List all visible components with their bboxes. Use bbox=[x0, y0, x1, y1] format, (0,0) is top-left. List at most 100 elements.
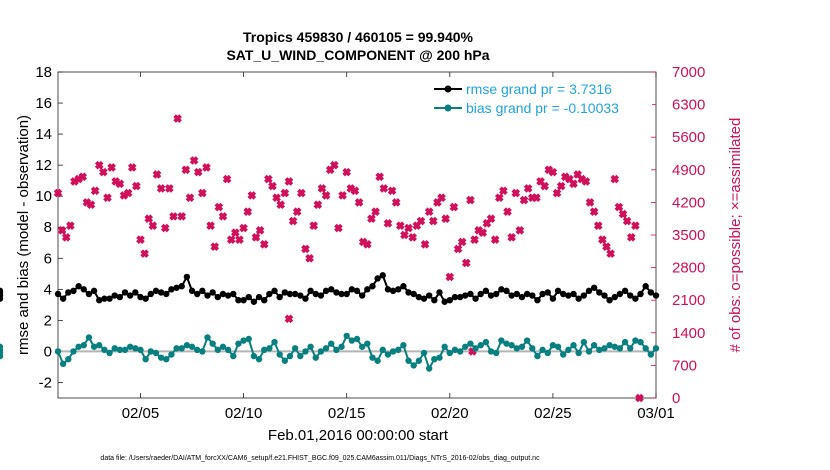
bias-point bbox=[266, 345, 273, 352]
bias-point bbox=[410, 362, 417, 369]
bias-point bbox=[333, 346, 340, 354]
bias-point bbox=[560, 351, 567, 358]
rmse-point bbox=[523, 290, 531, 298]
bias-point bbox=[554, 343, 562, 350]
rmse-point bbox=[312, 290, 319, 298]
obs-assimilated-marker bbox=[140, 249, 149, 258]
rmse-point bbox=[0, 287, 4, 295]
rmse-point bbox=[632, 295, 639, 302]
obs-assimilated-marker bbox=[408, 233, 417, 242]
rmse-point bbox=[163, 290, 170, 298]
rmse-point bbox=[544, 289, 551, 296]
obs-assimilated-marker bbox=[173, 114, 182, 123]
bias-point bbox=[173, 345, 180, 352]
obs-assimilated-marker bbox=[622, 216, 632, 226]
y-left-tick-label: 2 bbox=[44, 312, 52, 329]
bias-point bbox=[209, 340, 216, 347]
bias-point bbox=[328, 340, 335, 347]
rmse-point bbox=[379, 272, 386, 279]
rmse-point bbox=[451, 293, 459, 301]
obs-assimilated-marker bbox=[598, 235, 607, 244]
bias-point bbox=[157, 354, 165, 361]
y-right-tick-label: 7000 bbox=[672, 64, 705, 81]
obs-assimilated-marker bbox=[193, 167, 203, 177]
bias-point bbox=[400, 342, 407, 349]
bias-point bbox=[96, 342, 103, 349]
bias-point bbox=[163, 355, 170, 363]
bias-point bbox=[358, 343, 366, 350]
obs-assimilated-marker bbox=[626, 233, 636, 242]
obs-assimilated-marker bbox=[519, 195, 529, 205]
bias-point bbox=[219, 343, 227, 350]
bias-point bbox=[405, 357, 412, 364]
obs-assimilated-marker bbox=[321, 191, 331, 200]
obs-assimilated-marker bbox=[416, 216, 426, 226]
rmse-point bbox=[54, 290, 62, 298]
obs-assimilated-marker bbox=[371, 207, 380, 217]
rmse-point bbox=[513, 290, 521, 298]
rmse-point bbox=[132, 289, 139, 296]
obs-assimilated-marker bbox=[457, 237, 467, 247]
y-right-tick-label: 6300 bbox=[672, 97, 705, 114]
obs-assimilated-marker bbox=[305, 253, 314, 263]
bias-point bbox=[627, 345, 634, 352]
rmse-point bbox=[183, 273, 191, 281]
bias-series bbox=[0, 332, 660, 372]
obs-assimilated-marker bbox=[169, 212, 178, 221]
rmse-point bbox=[395, 286, 402, 293]
chart-title-line2: SAT_U_WIND_COMPONENT @ 200 hPa bbox=[226, 47, 489, 63]
rmse-point bbox=[168, 286, 175, 293]
rmse-point bbox=[343, 290, 350, 298]
obs-markers bbox=[53, 114, 644, 403]
obs-assimilated-marker bbox=[404, 223, 413, 233]
rmse-point bbox=[549, 295, 557, 302]
bias-point bbox=[585, 348, 593, 355]
rmse-point bbox=[235, 297, 242, 304]
bias-point bbox=[544, 349, 551, 357]
rmse-point bbox=[616, 290, 624, 298]
bias-point bbox=[487, 348, 495, 355]
y-left-tick-label: 14 bbox=[35, 126, 52, 143]
bias-point bbox=[121, 346, 129, 354]
obs-assimilated-marker bbox=[618, 209, 628, 219]
rmse-point bbox=[106, 295, 113, 302]
bias-point bbox=[224, 346, 232, 354]
y-right-tick-label: 5600 bbox=[672, 129, 705, 146]
legend-bias-label: bias grand pr = -0.10033 bbox=[466, 100, 619, 116]
bias-point bbox=[472, 345, 479, 352]
y-left-tick-label: -2 bbox=[39, 374, 52, 391]
obs-possible-marker bbox=[284, 314, 294, 324]
rmse-point bbox=[467, 290, 474, 298]
rmse-point bbox=[560, 290, 567, 298]
bias-point bbox=[261, 346, 268, 354]
obs-assimilated-marker bbox=[453, 244, 463, 254]
obs-assimilated-marker bbox=[313, 200, 323, 210]
bias-point bbox=[75, 343, 82, 350]
bias-point bbox=[142, 355, 149, 363]
bias-point bbox=[281, 357, 289, 364]
y-left-tick-label: 4 bbox=[44, 281, 52, 298]
obs-assimilated-marker bbox=[363, 240, 372, 249]
obs-assimilated-marker bbox=[136, 235, 145, 244]
bias-point bbox=[529, 345, 536, 352]
obs-assimilated-marker bbox=[317, 184, 327, 193]
bias-point bbox=[431, 355, 438, 363]
rmse-point bbox=[472, 295, 479, 302]
obs-assimilated-marker bbox=[235, 235, 244, 244]
bias-point bbox=[456, 348, 464, 355]
obs-assimilated-marker bbox=[424, 207, 434, 217]
bias-point bbox=[389, 348, 397, 355]
rmse-point bbox=[508, 292, 515, 299]
legend-rmse-label: rmse grand pr = 3.7316 bbox=[466, 81, 612, 97]
rmse-point bbox=[503, 287, 510, 295]
y-right-tick-label: 3500 bbox=[672, 227, 705, 244]
rmse-point bbox=[405, 289, 412, 296]
rmse-point bbox=[240, 297, 247, 304]
rmse-point bbox=[431, 297, 438, 304]
obs-assimilated-marker bbox=[181, 165, 191, 175]
rmse-point bbox=[322, 287, 330, 295]
obs-assimilated-marker bbox=[309, 221, 319, 230]
rmse-point bbox=[652, 292, 660, 299]
obs-assimilated-marker bbox=[259, 240, 269, 249]
